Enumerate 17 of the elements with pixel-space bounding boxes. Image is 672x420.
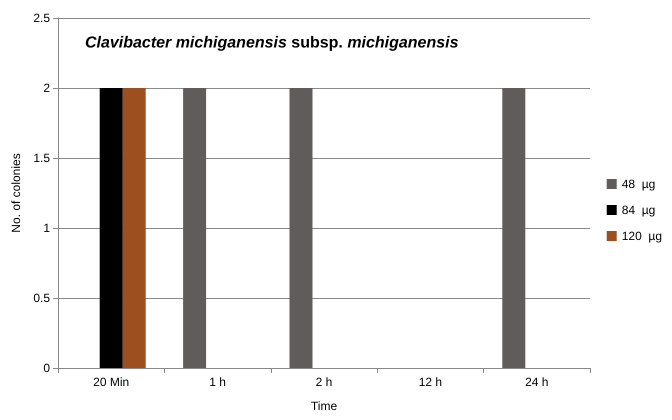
y-tick-label: 2.5 <box>33 11 50 25</box>
y-tick-label: 0.5 <box>33 291 50 305</box>
x-axis-title: Time <box>310 399 338 413</box>
text: Clavibacter michiganensis subsp. michiganensis <box>85 34 459 52</box>
y-axis-title: No. of colonies <box>9 153 23 233</box>
x-tick-label: 2 h <box>316 375 332 389</box>
legend-label: 48 µg <box>622 177 656 191</box>
legend-label: 120 µg <box>622 229 662 243</box>
y-tick-label: 0 <box>43 361 50 375</box>
x-tick-label: 24 h <box>525 375 548 389</box>
y-tick-label: 2 <box>43 81 50 95</box>
y-tick-label: 1 <box>43 221 50 235</box>
y-tick-label: 1.5 <box>33 151 50 165</box>
x-tick-label: 1 h <box>209 375 226 389</box>
legend-label: 84 µg <box>622 203 656 217</box>
x-tick-label: 12 h <box>418 375 442 389</box>
x-tick-label: 20 Min <box>93 375 130 389</box>
